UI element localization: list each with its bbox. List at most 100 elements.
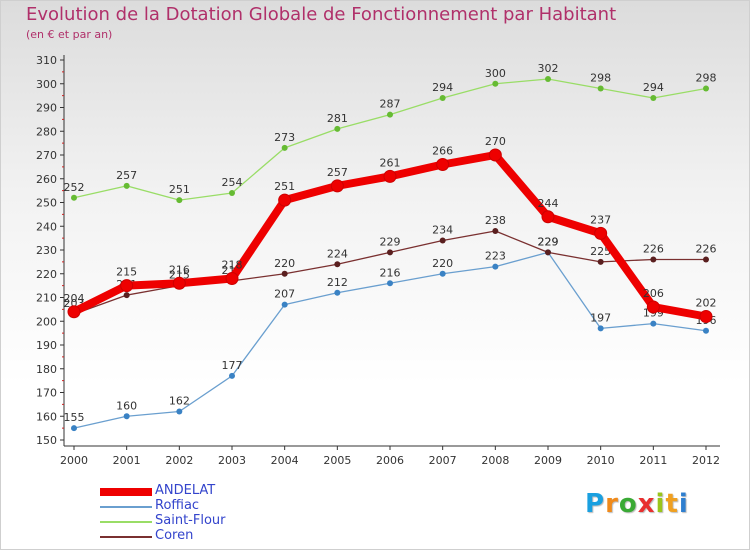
y-tick-label: 250 (36, 197, 57, 210)
data-label-coren: 220 (274, 257, 295, 270)
data-point-saint-flour (439, 95, 446, 101)
legend-swatch (100, 506, 152, 508)
data-label-roffiac: 162 (169, 395, 190, 408)
chart-subtitle: (en € et par an) (26, 28, 113, 41)
data-point-roffiac (703, 327, 709, 334)
data-point-saint-flour (650, 95, 657, 101)
data-label-andelat: 244 (538, 197, 559, 210)
y-tick-label: 170 (36, 387, 57, 400)
data-label-saint-flour: 302 (538, 62, 559, 75)
data-label-coren: 224 (327, 247, 348, 260)
data-label-andelat: 237 (590, 213, 611, 226)
data-label-andelat: 204 (64, 292, 85, 305)
data-label-coren: 225 (590, 245, 611, 258)
data-point-coren (545, 249, 551, 256)
data-label-andelat: 261 (380, 156, 401, 169)
x-tick-label: 2011 (639, 454, 667, 467)
data-label-coren: 234 (432, 224, 453, 237)
data-point-saint-flour (123, 182, 130, 189)
data-label-roffiac: 229 (538, 235, 559, 248)
data-label-saint-flour: 252 (64, 181, 85, 194)
proxiti-logo: Proxiti (585, 489, 689, 519)
data-point-roffiac (650, 320, 657, 327)
data-point-coren (650, 256, 657, 263)
data-label-andelat: 251 (274, 180, 295, 193)
x-tick-label: 2001 (113, 454, 141, 467)
data-point-saint-flour (492, 80, 499, 87)
y-tick-label: 150 (36, 434, 57, 447)
data-label-roffiac: 160 (116, 399, 137, 412)
y-tick-label: 240 (36, 220, 57, 233)
data-label-roffiac: 223 (485, 250, 506, 263)
data-point-andelat (383, 169, 397, 183)
chart-title: Evolution de la Dotation Globale de Fonc… (26, 4, 617, 25)
data-point-coren (703, 256, 709, 263)
data-label-andelat: 202 (696, 297, 717, 310)
data-point-andelat (172, 276, 186, 290)
data-label-saint-flour: 294 (643, 81, 664, 94)
data-point-andelat (436, 158, 450, 171)
data-point-andelat (699, 310, 713, 323)
legend-label: Coren (155, 528, 194, 543)
data-label-saint-flour: 300 (485, 67, 506, 80)
legend-label: Saint-Flour (155, 513, 226, 528)
data-label-saint-flour: 257 (116, 169, 137, 182)
y-tick-label: 230 (36, 244, 57, 257)
legend-item-roffiac: Roffiac (100, 498, 300, 514)
x-tick-label: 2009 (534, 454, 562, 467)
legend-swatch (100, 536, 152, 538)
data-point-roffiac (281, 301, 288, 308)
data-label-saint-flour: 251 (169, 183, 190, 196)
data-point-saint-flour (545, 76, 551, 82)
data-label-saint-flour: 298 (696, 72, 717, 85)
x-tick-label: 2008 (481, 454, 509, 467)
x-tick-label: 2006 (376, 454, 404, 467)
data-point-saint-flour (281, 144, 288, 151)
data-point-saint-flour (229, 190, 235, 196)
y-tick-label: 310 (36, 54, 57, 67)
x-tick-label: 2003 (218, 454, 246, 467)
x-tick-label: 2002 (165, 454, 193, 467)
data-label-saint-flour: 281 (327, 112, 348, 125)
data-label-andelat: 206 (643, 287, 664, 300)
y-tick-label: 210 (36, 292, 57, 305)
data-point-roffiac (597, 325, 604, 332)
data-label-coren: 238 (485, 214, 506, 227)
data-point-roffiac (229, 372, 235, 379)
data-label-saint-flour: 273 (274, 131, 295, 144)
y-tick-label: 260 (36, 173, 57, 186)
data-label-coren: 215 (169, 269, 190, 282)
y-tick-label: 290 (36, 102, 57, 115)
legend-item-saint-flour: Saint-Flour (100, 513, 300, 529)
x-tick-label: 2005 (323, 454, 351, 467)
series-saint-flour: 252 257 251 254 273 281 287 294 300 302 298 294 298 (64, 62, 717, 204)
data-point-roffiac (176, 408, 183, 415)
y-tick-label: 190 (36, 339, 57, 352)
data-point-coren (281, 270, 288, 277)
data-point-andelat (541, 210, 555, 224)
data-point-coren (492, 228, 499, 234)
logo-letter: P (585, 489, 606, 519)
data-label-andelat: 270 (485, 135, 506, 148)
data-point-andelat (120, 279, 134, 293)
data-point-andelat (278, 193, 292, 207)
data-point-andelat (646, 300, 660, 314)
logo-letter: o (618, 489, 638, 519)
data-point-roffiac (123, 413, 130, 420)
x-tick-label: 2010 (587, 454, 615, 467)
data-label-andelat: 216 (169, 263, 190, 276)
x-tick-label: 2000 (60, 454, 88, 467)
legend-label: ANDELAT (155, 483, 216, 498)
logo-letter: r (605, 489, 619, 519)
data-point-roffiac (71, 425, 77, 432)
logo-letter: i (655, 489, 666, 519)
data-label-coren: 226 (643, 243, 664, 256)
data-label-saint-flour: 287 (380, 98, 401, 111)
data-point-andelat (330, 179, 344, 193)
x-tick-label: 2004 (271, 454, 299, 467)
logo-letter: i (678, 489, 689, 519)
data-label-roffiac: 155 (64, 411, 85, 424)
y-tick-label: 220 (36, 268, 57, 281)
